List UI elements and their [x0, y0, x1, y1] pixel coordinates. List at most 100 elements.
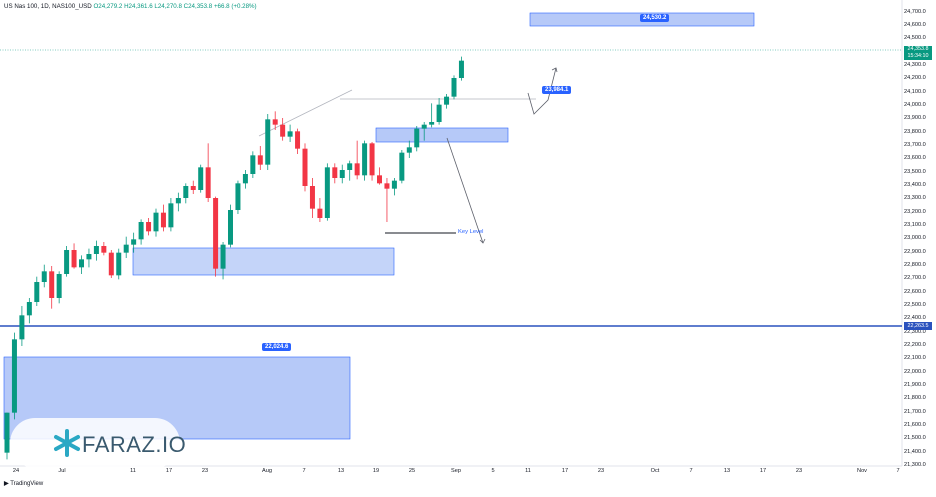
symbol-header[interactable]: US Nas 100, 1D, NAS100_USD O24,279.2 H24…	[4, 3, 257, 10]
time-axis-label: 23	[597, 468, 605, 474]
price-axis-label: 23,300.0	[904, 195, 926, 202]
last-price-tag: 24,353.8 15:34:10	[904, 46, 932, 60]
time-axis-label: Aug	[262, 468, 272, 474]
price-axis-label: 21,900.0	[904, 382, 926, 388]
candle-body	[295, 131, 301, 149]
mid-level-label[interactable]: 23,984.1	[542, 86, 572, 94]
candle-body	[287, 131, 293, 137]
price-axis-label: 23,800.0	[904, 128, 926, 135]
candle-body	[213, 198, 219, 269]
bar-timer: 15:34:10	[907, 53, 929, 59]
price-axis-label: 24,600.0	[904, 22, 926, 28]
candle-body	[64, 250, 70, 274]
price-axis-label: 22,200.0	[904, 342, 926, 348]
candle-body	[429, 122, 435, 125]
candles-group	[4, 56, 464, 460]
mid-support-zone	[132, 247, 395, 276]
time-axis-label: 24	[12, 468, 20, 474]
candle-body	[49, 271, 55, 298]
price-axis-label: 21,400.0	[904, 448, 926, 455]
price-axis-label: 23,400.0	[904, 182, 926, 188]
price-axis-label: 24,000.0	[904, 102, 926, 108]
key-level-label[interactable]: Key Level	[458, 229, 484, 235]
tradingview-label: TradingView	[10, 481, 44, 487]
candle-body	[354, 163, 360, 176]
candle-body	[302, 148, 308, 186]
candle-body	[421, 124, 427, 129]
candle-body	[116, 252, 122, 276]
candle-body	[250, 155, 256, 174]
upper-zone-label[interactable]: 24,530.2	[640, 14, 670, 22]
tradingview-footer[interactable]: ▶ TradingView	[4, 480, 43, 487]
lower-zone-label[interactable]: 22,024.6	[262, 343, 292, 351]
price-axis-label: 21,800.0	[904, 395, 926, 402]
candle-body	[93, 246, 99, 254]
price-axis-label: 21,700.0	[904, 408, 926, 415]
projection-arrow-head-down	[479, 238, 486, 244]
time-axis-label: Sep	[451, 468, 461, 474]
time-axis-label: 17	[561, 468, 569, 474]
price-axis-label: 22,500.0	[904, 302, 926, 308]
price-axis-label: 23,100.0	[904, 222, 926, 228]
faraz-logo-icon	[54, 429, 80, 457]
candle-body	[19, 315, 25, 340]
ohlc-high: H24,361.6	[124, 3, 153, 10]
ohlc-low: L24,270.8	[154, 3, 182, 10]
candle-body	[79, 259, 84, 268]
candle-body	[265, 119, 271, 165]
candle-body	[406, 147, 412, 153]
trend-line	[258, 89, 353, 137]
time-axis-label: 7	[302, 468, 306, 474]
projection-path-up	[527, 67, 557, 115]
candle-body	[399, 152, 405, 181]
candle-body	[317, 208, 323, 218]
candle-body	[362, 143, 368, 176]
candle-body	[257, 155, 263, 165]
candle-body	[26, 302, 32, 316]
candle-body	[280, 124, 286, 137]
time-axis-label: 13	[723, 468, 731, 474]
candle-body	[391, 180, 397, 189]
candle-body	[458, 60, 464, 78]
candle-body	[347, 163, 353, 170]
candle-body	[324, 167, 330, 218]
time-axis-label: 17	[165, 468, 173, 474]
candle-body	[131, 239, 137, 245]
candle-body	[146, 222, 152, 232]
price-axis-label: 24,300.0	[904, 62, 926, 68]
price-axis-label: 23,500.0	[904, 168, 926, 175]
candle-body	[228, 210, 233, 245]
price-axis-label: 21,600.0	[904, 422, 926, 428]
price-axis-label: 23,000.0	[904, 235, 926, 242]
watermark-text: FARAZ.IO	[82, 432, 187, 457]
price-axis-label: 24,100.0	[904, 88, 926, 95]
price-axis-label: 24,200.0	[904, 75, 926, 82]
price-axis-label: 21,300.0	[904, 462, 926, 468]
candle-body	[309, 186, 315, 209]
tradingview-icon: ▶	[4, 481, 9, 487]
lower-demand-zone	[3, 356, 351, 440]
time-axis-label: 25	[408, 468, 416, 474]
time-axis-label: Nov	[857, 468, 867, 474]
last-price-value: 24,353.8	[907, 46, 929, 52]
candle-body	[451, 78, 457, 97]
projection-arrow-head-up	[551, 67, 558, 73]
line-price-tag: 22,263.5	[904, 322, 932, 330]
candle-body	[11, 339, 17, 413]
price-axis-label: 22,700.0	[904, 275, 926, 282]
candle-body	[444, 96, 450, 105]
time-axis-label: 7	[689, 468, 693, 474]
symbol-name[interactable]: US Nas 100, 1D, NAS100_USD	[4, 3, 92, 10]
candle-body	[108, 252, 114, 276]
candle-body	[272, 119, 278, 125]
candle-body	[138, 222, 144, 240]
candle-body	[160, 212, 166, 228]
price-axis-label: 22,000.0	[904, 368, 926, 375]
resistance-zone	[375, 127, 509, 143]
candle-body	[34, 282, 40, 302]
candle-body	[235, 183, 241, 210]
candle-body	[41, 271, 47, 282]
candle-body	[198, 167, 204, 190]
time-axis-label: Oct	[650, 468, 660, 474]
